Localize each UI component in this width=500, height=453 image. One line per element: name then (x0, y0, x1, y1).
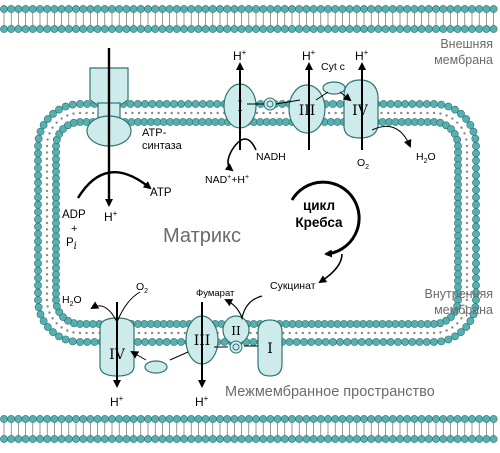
electron-path-top (247, 91, 350, 104)
fumarate-label: Фумарат (196, 288, 235, 299)
h-plus-label-matrix: H+ (104, 209, 118, 224)
complex-i-top-label: I (237, 99, 243, 115)
o2-label-top: O2 (357, 157, 369, 171)
h-plus-label-top-iii: H+ (302, 48, 316, 63)
h2o-label-bottom: H2O (62, 294, 82, 308)
pi-label: Pi (66, 237, 77, 252)
o2-to-h2o-arrow-top (371, 126, 412, 148)
complex-ii-bottom-label: II (231, 324, 241, 338)
succinate-label: Сукцинат (270, 280, 316, 292)
arrows (76, 48, 412, 388)
ubiquinone-q-bottom (229, 340, 243, 354)
outer-membrane-label: Внешняя мембрана (434, 37, 493, 67)
krebs-cycle-label: цикл Кребса (295, 198, 343, 230)
h-plus-label-bottom-iv: H+ (110, 394, 124, 409)
complex-iii-bottom-label: III (194, 333, 211, 349)
o2-label-bottom: O2 (136, 281, 148, 295)
cytochrome-c-top (322, 81, 346, 95)
nadh-arrow (224, 138, 257, 172)
o2-to-h2o-arrow-bottom (90, 291, 141, 324)
nadh-label: NADH (256, 151, 286, 163)
electron-path-bottom (132, 346, 258, 361)
nad-plus-h-label: NAD++H+ (205, 174, 249, 186)
atp-label: ATP (150, 187, 172, 199)
succinate-to-fumarate-arrow (224, 295, 263, 321)
h2o-label-top: H2O (416, 151, 436, 165)
krebs-to-succinate-arrow (318, 253, 343, 284)
adp-label: ADP (62, 209, 86, 221)
labels: Внешняя мембрана Внутренняя мембрана Матри… (62, 37, 493, 409)
adp-to-atp-arrow (76, 171, 152, 199)
outer-membrane-top (0, 5, 498, 33)
complex-iv-top-label: IV (352, 103, 369, 119)
h-plus-label-bottom-iii: H+ (195, 394, 209, 409)
atp-synthase-label: ATP-синтаза (142, 127, 183, 152)
intermembrane-space-label: Межмембранное пространство (225, 384, 435, 400)
complex-iv-bottom-label: IV (109, 347, 126, 363)
ubiquinone-q-top (263, 97, 277, 111)
cyt-c-label: Cyt c (321, 61, 345, 73)
plus-label: + (71, 223, 77, 235)
h-plus-label-top-iv: H+ (355, 48, 369, 63)
complex-iii-top-label: III (299, 103, 316, 119)
complex-i-bottom (257, 319, 283, 377)
h-plus-label-top-i: H+ (233, 48, 247, 63)
krebs-cycle-arrow (290, 180, 361, 258)
complex-iii-top (288, 84, 326, 134)
complex-i-bottom-label: I (267, 341, 273, 357)
inner-membrane-label: Внутренняя мембрана (425, 287, 494, 317)
outer-membrane-bottom (0, 415, 498, 443)
matrix-label: Матрикс (163, 225, 241, 247)
